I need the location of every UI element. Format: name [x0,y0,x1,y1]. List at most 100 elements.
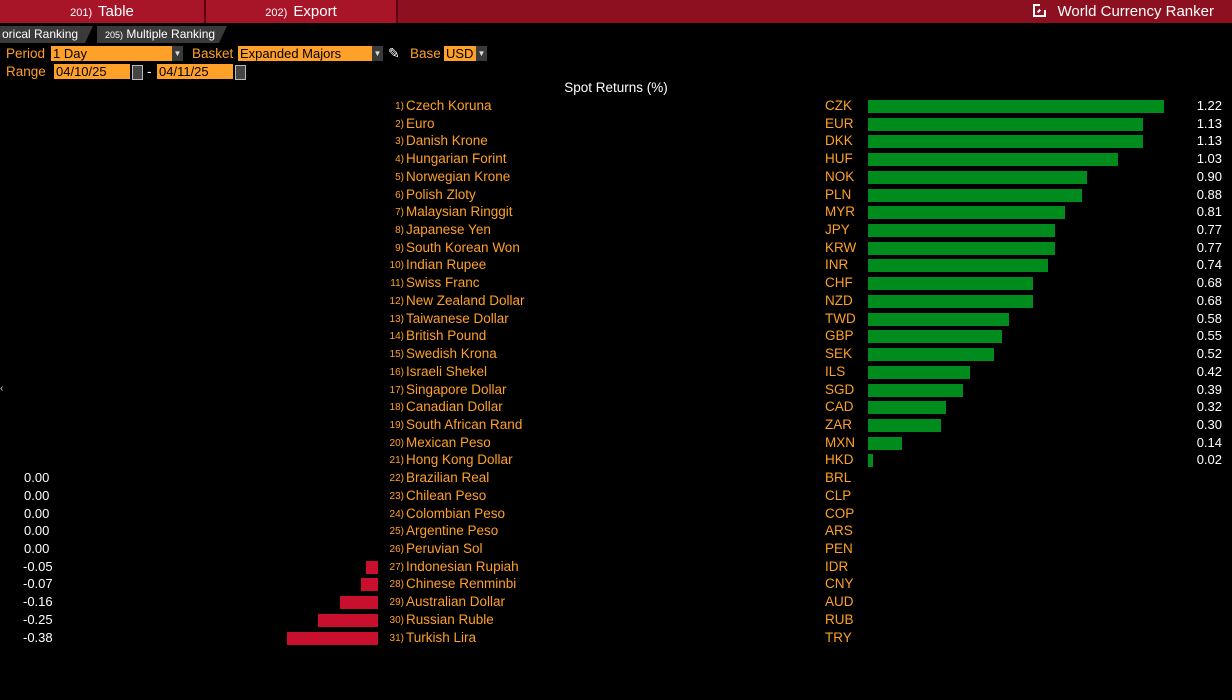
rank-number: 7) [395,207,404,219]
currency-name[interactable]: Polish Zloty [406,186,476,202]
currency-code: JPY [825,222,850,238]
bar [318,613,378,627]
data-label: 0.68 [1196,292,1222,308]
data-label: 1.03 [1196,151,1222,167]
data-label: -0.07 [23,576,53,592]
chevron-down-icon[interactable]: ▼ [372,46,383,61]
pencil-icon[interactable]: ✎ [388,45,400,61]
rank-number: 28) [389,579,404,591]
chart-title: Spot Returns (%) [564,80,668,95]
rank-number: 23) [389,490,404,502]
bar [868,135,1143,149]
currency-name[interactable]: Hong Kong Dollar [406,452,513,468]
currency-name[interactable]: Swiss Franc [406,275,480,291]
bar [286,631,378,645]
bar [868,436,903,450]
rank-number: 19) [389,419,404,431]
rank-number: 16) [389,366,404,378]
currency-name[interactable]: Canadian Dollar [406,399,503,415]
currency-name[interactable]: Swedish Krona [406,346,497,362]
tab-row: orical Ranking 205) Multiple Ranking [0,26,1232,43]
table-button[interactable]: 201) Table [0,0,204,23]
currency-name[interactable]: Czech Koruna [406,98,492,113]
rank-number: 3) [395,136,404,148]
currency-name[interactable]: Peruvian Sol [406,541,483,556]
bar [868,188,1082,202]
currency-name[interactable]: Israeli Shekel [406,363,488,379]
currency-code: CZK [825,98,852,113]
currency-name[interactable]: British Pound [406,328,487,344]
tab-multiple-ranking[interactable]: 205) Multiple Ranking [97,26,227,43]
currency-name[interactable]: Argentine Peso [406,523,499,539]
calendar-icon[interactable] [132,65,143,80]
data-label: 0.39 [1196,381,1222,397]
currency-code: INR [825,257,849,273]
period-select[interactable]: 1 Day [51,46,172,61]
currency-name[interactable]: Singapore Dollar [406,381,507,397]
currency-name[interactable]: Malaysian Ringgit [406,204,513,220]
window-title[interactable]: World Currency Ranker [1032,0,1214,23]
currency-name[interactable]: Brazilian Real [406,470,490,486]
currency-code: RUB [825,611,854,627]
currency-name[interactable]: Hungarian Forint [406,151,507,167]
external-link-icon[interactable] [1032,3,1047,17]
chevron-left-icon[interactable]: ‹ [0,383,4,394]
currency-code: IDR [825,558,849,574]
range-end-field[interactable]: 04/11/25 [157,64,233,79]
data-label: -0.25 [23,611,53,627]
currency-name[interactable]: Danish Krone [406,133,488,149]
bar [868,206,1065,220]
basket-label: Basket [192,46,234,61]
rank-number: 27) [389,561,404,573]
rank-number: 6) [395,189,404,201]
rank-number: 25) [389,526,404,538]
base-select[interactable]: USD [444,46,476,61]
currency-code: GBP [825,328,854,344]
currency-name[interactable]: Australian Dollar [406,594,506,610]
window-title-text: World Currency Ranker [1057,3,1214,20]
data-label: 1.22 [1196,98,1222,113]
currency-name[interactable]: Euro [406,115,435,131]
currency-name[interactable]: Russian Ruble [406,611,494,627]
rank-number: 14) [389,331,404,343]
currency-name[interactable]: South Korean Won [406,239,520,255]
data-label: 0.52 [1196,346,1222,362]
data-label: 0.00 [24,541,50,556]
currency-name[interactable]: South African Rand [406,416,523,432]
currency-name[interactable]: Chinese Renminbi [406,576,517,592]
currency-code: ILS [825,363,846,379]
currency-name[interactable]: Chilean Peso [406,487,487,503]
rank-number: 17) [389,384,404,396]
tab-historical-ranking[interactable]: orical Ranking [0,26,93,43]
chevron-down-icon[interactable]: ▼ [172,46,183,61]
currency-name[interactable]: Taiwanese Dollar [406,310,509,326]
currency-code: AUD [825,594,854,610]
currency-code: HKD [825,452,854,468]
rank-number: 30) [389,614,404,626]
currency-code: TWD [825,310,856,326]
currency-name[interactable]: Indonesian Rupiah [406,558,519,574]
chevron-down-icon[interactable]: ▼ [476,46,487,61]
currency-name[interactable]: Colombian Peso [406,505,506,521]
currency-name[interactable]: Turkish Lira [406,629,477,645]
data-label: 0.02 [1196,452,1222,468]
currency-code: KRW [825,239,857,255]
currency-name[interactable]: New Zealand Dollar [406,292,525,308]
toolbar-divider [204,0,206,23]
currency-code: MXN [825,434,855,450]
currency-code: CLP [825,487,852,503]
rank-number: 8) [395,225,404,237]
range-start-field[interactable]: 04/10/25 [54,64,130,79]
currency-name[interactable]: Indian Rupee [406,257,487,273]
export-button[interactable]: 202) Export [206,0,396,23]
currency-name[interactable]: Norwegian Krone [406,168,511,184]
data-label: 0.32 [1196,399,1222,415]
data-label: 0.77 [1196,222,1222,238]
basket-select[interactable]: Expanded Majors [238,46,372,61]
currency-code: CAD [825,399,854,415]
currency-name[interactable]: Mexican Peso [406,434,491,450]
currency-code: CNY [825,576,854,592]
data-label: 0.00 [24,470,50,486]
currency-name[interactable]: Japanese Yen [406,222,491,238]
calendar-icon[interactable] [235,65,246,80]
